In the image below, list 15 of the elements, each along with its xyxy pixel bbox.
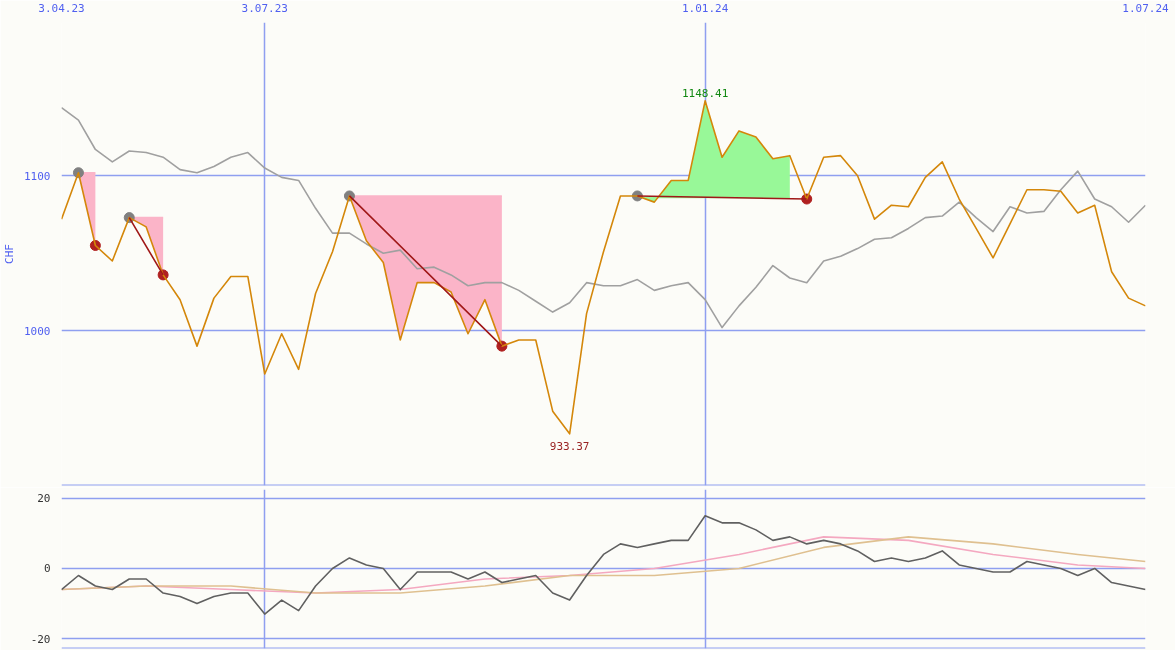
x-tick-label: 3.04.23 [38, 1, 85, 15]
y-tick-label: -20 [30, 632, 51, 646]
y-tick-label: 1100 [24, 169, 51, 183]
annotation: 1148.41 [681, 86, 729, 100]
y-axis-title: CHF [3, 244, 17, 264]
x-tick-label: 1.01.24 [681, 1, 729, 15]
y-tick-label: 20 [37, 492, 51, 506]
line-series [61, 106, 1146, 329]
y-tick-label: 0 [43, 562, 51, 576]
x-tick-label: 3.07.23 [241, 1, 288, 15]
annotation: 933.37 [549, 439, 590, 453]
line-series [61, 100, 1146, 435]
x-tick-label: 1.07.24 [1122, 1, 1170, 15]
y-tick-label: 1000 [24, 324, 51, 338]
line-series [61, 515, 1146, 615]
